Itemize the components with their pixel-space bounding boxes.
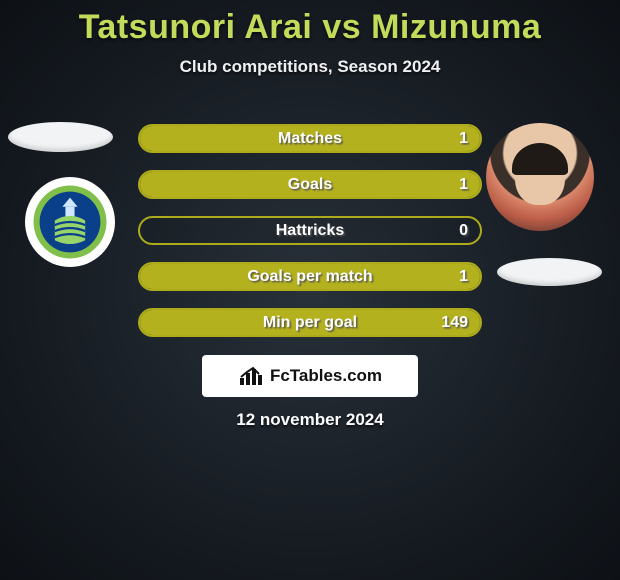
stat-label: Hattricks	[140, 218, 480, 243]
stat-bar: Min per goal 149	[138, 308, 482, 337]
bellmare-crest-icon	[32, 184, 108, 260]
stat-bar: Matches 1	[138, 124, 482, 153]
subtitle: Club competitions, Season 2024	[0, 57, 620, 77]
stat-bar: Goals per match 1	[138, 262, 482, 291]
stat-bars: Matches 1 Goals 1 Hattricks 0 Goals per …	[138, 124, 482, 354]
stat-value-right: 1	[459, 126, 468, 151]
date-text: 12 november 2024	[0, 410, 620, 430]
right-club-badge-placeholder	[497, 258, 602, 286]
bars-icon	[238, 365, 264, 387]
stat-value-right: 0	[459, 218, 468, 243]
right-player-avatar	[486, 123, 594, 231]
stat-bar: Goals 1	[138, 170, 482, 199]
stat-value-right: 1	[459, 172, 468, 197]
stat-bar-fill	[140, 172, 480, 197]
left-club-badge	[25, 177, 115, 267]
logo-text: FcTables.com	[270, 366, 382, 386]
stat-value-right: 1	[459, 264, 468, 289]
stat-bar-fill	[140, 310, 480, 335]
stat-bar: Hattricks 0	[138, 216, 482, 245]
stat-bar-fill	[140, 126, 480, 151]
fctables-logo[interactable]: FcTables.com	[202, 355, 418, 397]
stat-bar-fill	[140, 264, 480, 289]
page-title: Tatsunori Arai vs Mizunuma	[0, 0, 620, 47]
stat-value-right: 149	[441, 310, 468, 335]
left-player-avatar-placeholder	[8, 122, 113, 152]
